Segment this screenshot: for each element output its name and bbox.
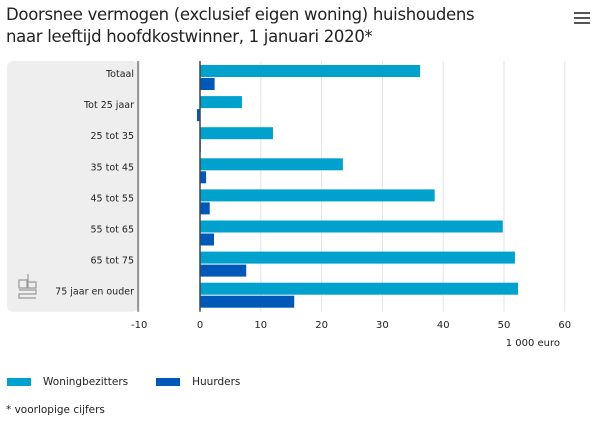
legend-swatch-woningbezitters: [7, 378, 31, 386]
category-label: Totaal: [105, 69, 134, 80]
x-tick-label: 20: [315, 320, 328, 331]
legend-label-woningbezitters: Woningbezitters: [43, 376, 129, 388]
category-label: Tot 25 jaar: [83, 100, 134, 111]
bar-chart: -10 0 10 20 30 40 50 60 Totaal Tot 25 jaar 25 tot …: [7, 61, 571, 331]
bar-huurders: [200, 78, 215, 90]
x-tick-label: 50: [498, 320, 511, 331]
x-tick-label: 10: [254, 320, 267, 331]
legend: Woningbezitters Huurders: [7, 376, 240, 388]
chart-title-line1: Doorsnee vermogen (exclusief eigen wonin…: [6, 5, 475, 24]
bar-woningbezitters: [200, 220, 503, 233]
legend-label-huurders: Huurders: [192, 376, 241, 388]
category-label: 25 tot 35: [91, 131, 134, 142]
chart-title: Doorsnee vermogen (exclusief eigen wonin…: [6, 4, 546, 48]
bar-woningbezitters: [200, 158, 343, 171]
bar-woningbezitters: [200, 65, 421, 77]
footnote: * voorlopige cijfers: [6, 404, 105, 416]
x-tick-label: 0: [197, 320, 203, 331]
x-tick-label: 30: [376, 320, 389, 331]
category-label: 55 tot 65: [91, 225, 134, 236]
bar-woningbezitters: [200, 251, 515, 264]
bar-woningbezitters: [200, 96, 242, 109]
bar-woningbezitters: [200, 127, 273, 140]
hamburger-menu-icon[interactable]: [574, 12, 590, 27]
bar-woningbezitters: [200, 282, 518, 295]
chart-title-line2: naar leeftijd hoofdkostwinner, 1 januari…: [6, 27, 373, 46]
bar-huurders: [200, 295, 295, 308]
category-label: 65 tot 75: [91, 256, 134, 267]
bar-huurders: [200, 171, 207, 184]
cbs-logo: [18, 274, 37, 299]
bar-woningbezitters: [200, 189, 435, 202]
category-panel: [7, 61, 138, 312]
bar-huurders: [200, 233, 214, 246]
category-label: 75 jaar en ouder: [55, 287, 134, 298]
x-tick-label: 60: [558, 320, 571, 331]
x-tick-label: -10: [131, 320, 147, 331]
category-label: 35 tot 45: [91, 162, 134, 173]
bar-huurders: [200, 202, 210, 215]
bar-huurders: [200, 264, 247, 277]
bar-huurders: [196, 109, 200, 122]
x-tick-label: 40: [437, 320, 450, 331]
x-axis-label: 1 000 euro: [505, 338, 560, 349]
category-label: 45 tot 55: [91, 193, 134, 204]
legend-swatch-huurders: [156, 378, 181, 386]
